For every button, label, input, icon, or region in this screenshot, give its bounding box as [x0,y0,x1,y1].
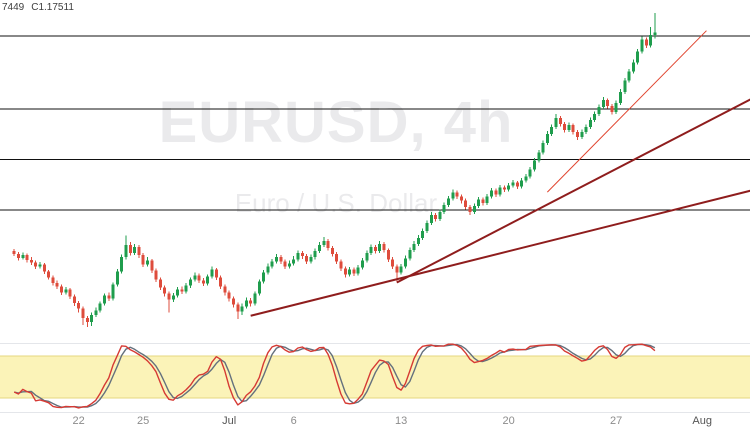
ohlc-low-fragment: 7449 [2,2,25,13]
time-axis-label: 22 [73,415,85,427]
time-axis-label: 25 [137,415,149,427]
stochastic-indicator [0,343,750,409]
time-axis-label: Aug [692,415,712,427]
time-axis-label: 27 [610,415,622,427]
ohlc-readout: 7449 C1.17511 [2,2,74,13]
time-axis-label: 13 [395,415,407,427]
time-axis-label: Jul [222,415,236,427]
ohlc-close-value: C1.17511 [31,2,74,13]
support-trendline-long[interactable] [250,186,750,317]
time-axis-label: 6 [291,415,297,427]
horizontal-level-lines[interactable] [0,35,750,211]
stochastic-k-line [13,343,656,409]
stochastic-band [0,356,750,398]
support-trendline-steep[interactable] [396,89,750,284]
acceleration-trendline[interactable] [546,30,707,193]
time-axis[interactable]: 22 25 Jul 6 13 20 27 Aug [73,415,712,427]
candlestick-series [12,13,657,327]
time-axis-label: 20 [503,415,515,427]
